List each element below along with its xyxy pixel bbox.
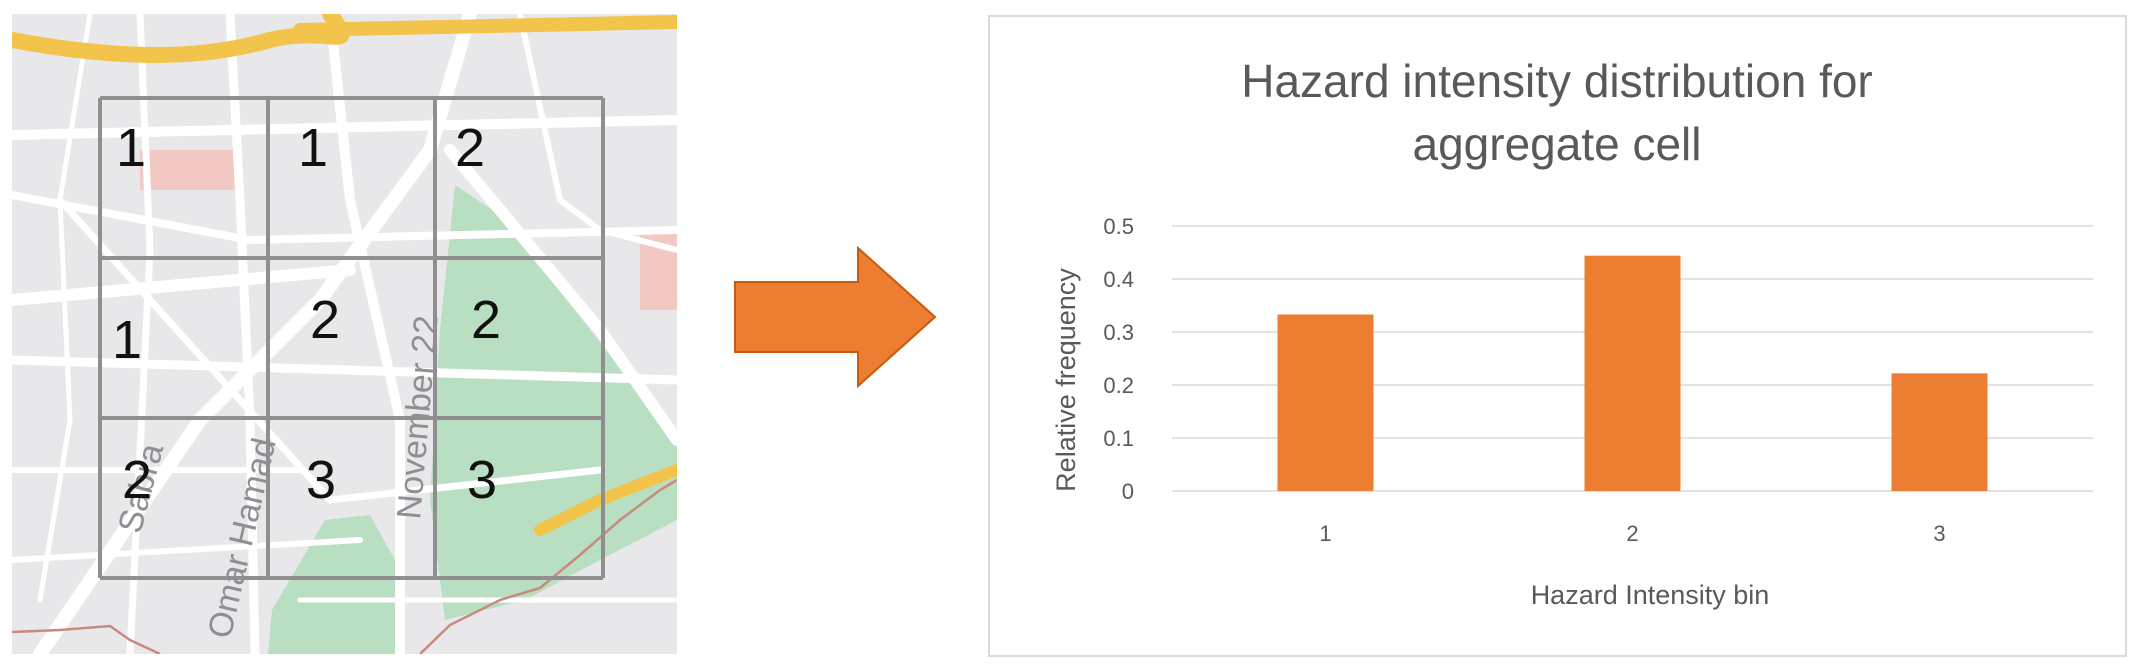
bar [1277, 314, 1374, 491]
hazard-cell-value: 2 [122, 450, 152, 510]
building-block [140, 150, 235, 190]
y-tick-label: 0.3 [1103, 320, 1134, 345]
chart-title-line-1: Hazard intensity distribution for [1241, 55, 1873, 107]
hazard-cell-value: 2 [471, 290, 501, 350]
hazard-cell-value: 1 [116, 118, 146, 178]
hazard-cell-value: 3 [306, 450, 336, 510]
y-tick-label: 0.5 [1103, 214, 1134, 239]
chart-bars [1277, 255, 1988, 491]
y-axis-ticks: 0 0.1 0.2 0.3 0.4 0.5 [1103, 214, 1134, 504]
y-axis-title: Relative frequency [1051, 268, 1081, 492]
x-axis-title: Hazard Intensity bin [1531, 580, 1770, 610]
highway [534, 464, 677, 536]
y-tick-label: 0.1 [1103, 426, 1134, 451]
hazard-cell-value: 1 [112, 310, 142, 370]
bar [1584, 255, 1681, 491]
x-tick-label: 2 [1626, 521, 1638, 546]
hazard-grid [98, 96, 605, 580]
hazard-cell-value: 1 [298, 118, 328, 178]
chart-panel: Hazard intensity distribution for aggreg… [988, 15, 2127, 657]
park-area [268, 515, 400, 654]
x-tick-label: 3 [1933, 521, 1945, 546]
street-network [12, 14, 677, 654]
hazard-cell-value: 3 [467, 450, 497, 510]
hazard-cell-values: 1 1 2 1 2 2 2 3 3 [112, 118, 501, 510]
y-tick-label: 0 [1122, 479, 1134, 504]
highway [293, 15, 677, 37]
y-tick-label: 0.4 [1103, 267, 1134, 292]
chart-frame [988, 15, 2127, 657]
right-arrow-icon [734, 245, 937, 389]
hazard-cell-value: 2 [455, 118, 485, 178]
map-panel: Sabra Omar Hamad November 22 1 1 21 2 22 3 3 [12, 14, 677, 654]
boundary-line [12, 478, 677, 654]
park-area [430, 185, 677, 620]
y-tick-label: 0.2 [1103, 373, 1134, 398]
chart-title-line-2: aggregate cell [1413, 118, 1702, 170]
hazard-cell-value: 2 [310, 290, 340, 350]
x-tick-label: 1 [1319, 521, 1331, 546]
x-axis-ticks: 1 2 3 [1319, 521, 1945, 546]
bar [1891, 373, 1988, 491]
